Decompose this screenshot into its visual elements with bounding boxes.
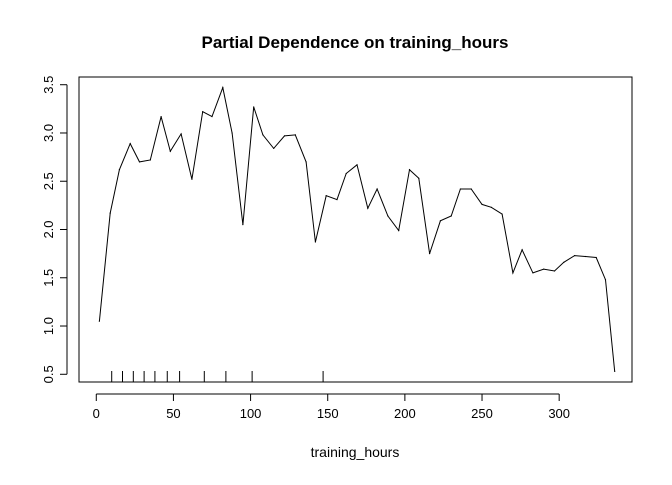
- data-point: [459, 188, 462, 190]
- plot-frame: [78, 76, 633, 383]
- y-tick-label: 2.5: [41, 172, 56, 190]
- x-tick-label: 100: [240, 406, 262, 421]
- data-point: [118, 169, 121, 171]
- series-layer: [98, 85, 616, 372]
- data-point: [253, 106, 255, 108]
- data-point: [376, 188, 378, 190]
- data-point: [521, 249, 523, 251]
- data-point: [532, 272, 534, 274]
- data-point: [305, 161, 307, 163]
- x-tick-label: 300: [548, 406, 570, 421]
- x-axis-label: training_hours: [311, 444, 400, 460]
- data-point: [595, 256, 597, 259]
- data-point: [428, 253, 431, 255]
- data-point: [262, 134, 264, 136]
- y-tick-label: 2.0: [41, 220, 56, 238]
- y-tick-label: 0.5: [41, 365, 56, 383]
- y-tick-label: 1.5: [41, 269, 56, 287]
- data-point: [356, 164, 358, 166]
- data-point: [294, 134, 296, 136]
- data-point: [387, 215, 389, 217]
- data-point: [418, 177, 420, 179]
- data-point: [231, 132, 233, 134]
- y-tick-label: 3.5: [41, 76, 56, 94]
- data-point: [481, 203, 483, 206]
- data-point: [138, 161, 141, 163]
- y-tick-label: 3.0: [41, 124, 56, 142]
- data-point: [336, 198, 338, 201]
- data-point: [543, 268, 545, 270]
- data-point: [345, 172, 347, 175]
- x-tick-label: 150: [317, 406, 339, 421]
- data-point: [470, 188, 472, 190]
- x-axis: 0 50 100 150 200 250 300: [93, 393, 570, 421]
- data-point: [314, 241, 316, 243]
- data-point: [367, 207, 369, 209]
- data-point: [398, 229, 400, 232]
- data-point: [98, 320, 100, 322]
- data-point: [109, 212, 111, 214]
- data-point: [191, 178, 193, 180]
- rug-marks: [111, 371, 324, 382]
- data-point: [242, 224, 244, 226]
- data-point: [553, 270, 556, 272]
- data-point: [614, 370, 616, 372]
- data-point: [490, 206, 492, 208]
- data-point: [325, 195, 327, 197]
- data-point: [129, 142, 131, 145]
- data-point: [202, 111, 204, 113]
- data-point: [211, 115, 213, 118]
- x-tick-label: 200: [394, 406, 416, 421]
- x-tick-label: 250: [471, 406, 493, 421]
- data-point: [283, 135, 286, 137]
- data-point: [574, 254, 576, 257]
- data-point: [149, 159, 151, 161]
- x-tick-label: 50: [166, 406, 180, 421]
- data-point: [584, 255, 587, 258]
- chart-title: Partial Dependence on training_hours: [201, 33, 508, 52]
- data-point: [439, 220, 441, 222]
- data-point: [450, 215, 452, 217]
- y-tick-label: 1.0: [41, 317, 56, 335]
- data-point: [563, 261, 565, 263]
- data-point: [222, 87, 224, 89]
- data-point: [180, 133, 182, 135]
- x-tick-label: 0: [93, 406, 100, 421]
- data-point: [408, 169, 411, 171]
- data-point: [501, 213, 503, 215]
- data-point: [169, 150, 171, 152]
- data-point: [160, 115, 162, 118]
- data-point: [273, 147, 275, 150]
- data-point: [604, 279, 607, 281]
- data-point: [512, 272, 514, 274]
- y-axis: 0.5 1.0 1.5 2.0 2.5 3.0 3.5: [41, 76, 68, 383]
